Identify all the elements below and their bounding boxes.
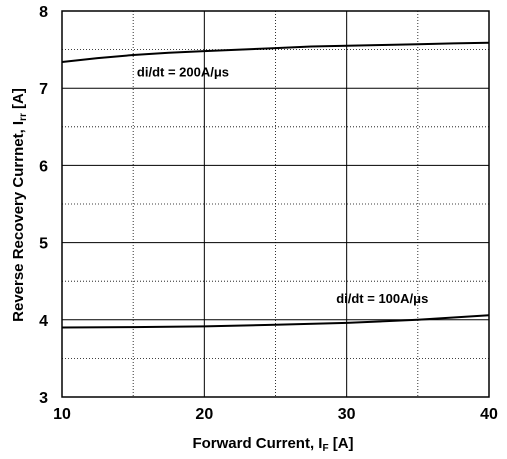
x-tick-label: 20 bbox=[195, 406, 213, 423]
series-annotation: di/dt = 100A/μs bbox=[336, 291, 428, 306]
tick-labels: 10 20 30 40 3 4 5 6 7 8 bbox=[39, 4, 498, 423]
y-tick-label: 5 bbox=[39, 236, 48, 253]
y-tick-label: 6 bbox=[39, 158, 48, 175]
x-tick-label: 40 bbox=[480, 406, 498, 423]
y-axis-label: Reverse Recovery Currnet, Irr [A] bbox=[10, 88, 29, 322]
series-lines bbox=[61, 41, 490, 329]
x-axis-label: Forward Current, IF [A] bbox=[192, 435, 353, 454]
y-tick-label: 7 bbox=[39, 81, 48, 98]
y-tick-label: 3 bbox=[39, 390, 48, 407]
series-line-1 bbox=[61, 41, 490, 63]
minor-grid bbox=[62, 11, 489, 397]
annotations: di/dt = 200A/μs di/dt = 100A/μs bbox=[137, 65, 428, 306]
y-tick-label: 4 bbox=[39, 313, 48, 330]
x-tick-label: 10 bbox=[53, 406, 71, 423]
x-tick-label: 30 bbox=[338, 406, 356, 423]
series-line-2 bbox=[61, 314, 490, 329]
plot-frame bbox=[61, 10, 490, 398]
y-tick-label: 8 bbox=[39, 4, 48, 21]
series-annotation: di/dt = 200A/μs bbox=[137, 65, 229, 80]
